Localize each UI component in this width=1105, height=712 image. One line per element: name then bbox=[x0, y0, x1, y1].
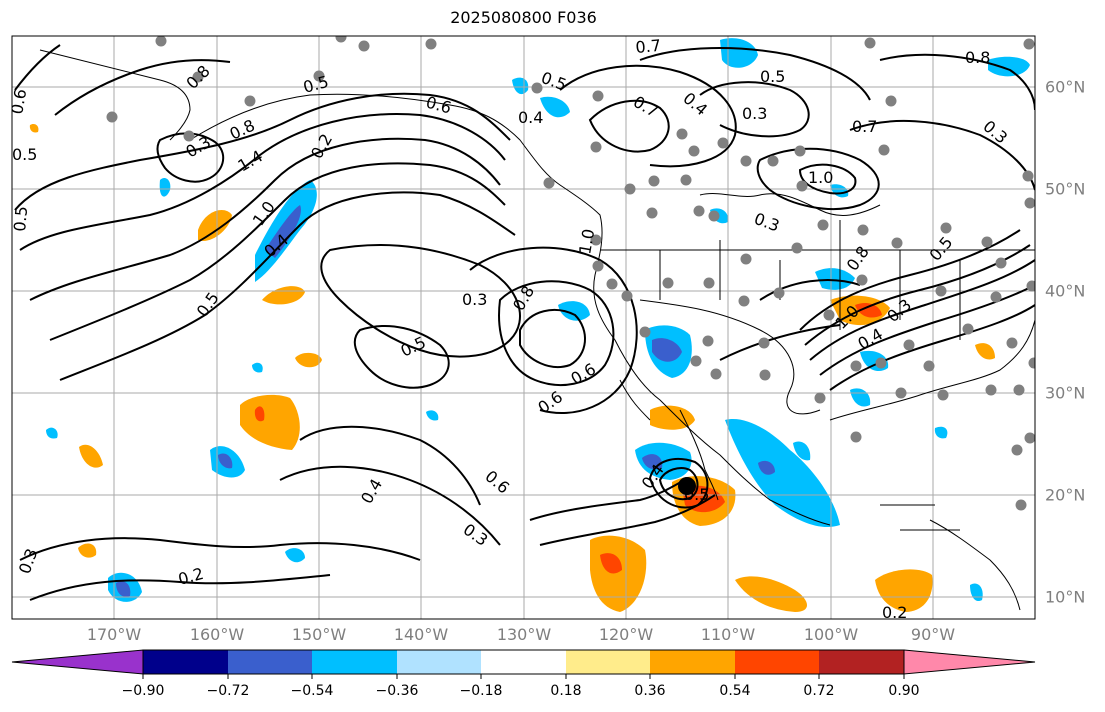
colorbar-segment bbox=[650, 650, 735, 674]
contour-label: 0.8 bbox=[509, 282, 538, 314]
colorbar-extend-high bbox=[903, 649, 1036, 675]
contour-label: 0.2 bbox=[307, 130, 336, 162]
colorbar-tick-label: 0.18 bbox=[550, 683, 582, 699]
storm-center-marker bbox=[678, 477, 696, 495]
contour-label: 0.8 bbox=[843, 243, 873, 275]
contour-label: 0.4 bbox=[679, 89, 711, 120]
lon-label: 120°W bbox=[598, 625, 654, 644]
contour-label: 0.5 bbox=[12, 145, 37, 164]
contour-label: 0.3 bbox=[742, 104, 767, 123]
colorbar-tick-label: −0.18 bbox=[459, 683, 503, 699]
contour-label: 0.8 bbox=[965, 48, 990, 67]
contour-label: 0.7 bbox=[852, 117, 877, 136]
colorbar-segment bbox=[819, 650, 904, 674]
colorbar-segment bbox=[481, 650, 566, 674]
station-markers bbox=[106, 36, 1035, 511]
colorbar-tick-label: 0.72 bbox=[803, 683, 835, 699]
colorbar-segment bbox=[228, 650, 312, 674]
contour-label: 1.0 bbox=[575, 227, 598, 255]
contour-label: 0.5 bbox=[398, 333, 429, 361]
contour-label: 0.5 bbox=[539, 68, 569, 95]
colorbar-segment bbox=[566, 650, 650, 674]
contour-label: 0.3 bbox=[15, 546, 42, 576]
colorbar-tick-label: −0.36 bbox=[375, 683, 419, 699]
contour-label: 0.8 bbox=[182, 61, 213, 92]
contour-label: 0.6 bbox=[481, 467, 513, 498]
colorbar-tick-label: −0.90 bbox=[121, 683, 165, 699]
colorbar-segment bbox=[397, 650, 481, 674]
contour-label: 0.8 bbox=[227, 116, 258, 144]
contour-label: 0.7 bbox=[635, 36, 662, 57]
colorbar-segment bbox=[143, 650, 228, 674]
colorbar-extend-low bbox=[11, 649, 144, 675]
lon-label: 160°W bbox=[189, 625, 245, 644]
gridlines bbox=[12, 36, 1035, 619]
lon-label: 90°W bbox=[910, 625, 956, 644]
colorbar-tick-label: −0.72 bbox=[206, 683, 250, 699]
lat-label: 10°N bbox=[1045, 587, 1086, 607]
contour-label: 0.5 bbox=[10, 205, 31, 232]
contour-label: 0.7 bbox=[630, 92, 662, 121]
lon-label: 140°W bbox=[393, 625, 449, 644]
contour-label: 0.4 bbox=[357, 475, 386, 507]
colorbar bbox=[11, 649, 1036, 679]
contour-label: 0.3 bbox=[752, 209, 782, 236]
contour-label: 0.3 bbox=[462, 290, 487, 309]
contour-label: 0.2 bbox=[882, 603, 907, 622]
lat-label: 40°N bbox=[1045, 281, 1086, 301]
lon-label: 150°W bbox=[291, 625, 347, 644]
lon-label: 110°W bbox=[700, 625, 756, 644]
contour-label: 0.5 bbox=[760, 67, 785, 86]
coastlines bbox=[39, 49, 1035, 611]
contour-label: 0.2 bbox=[176, 564, 206, 589]
contour-label: 0.5 bbox=[301, 72, 331, 97]
lon-label: 130°W bbox=[496, 625, 552, 644]
contour-label: 1.0 bbox=[808, 168, 833, 187]
colorbar-segment bbox=[735, 650, 819, 674]
contour-label: 0.3 bbox=[460, 520, 492, 550]
lat-label: 50°N bbox=[1045, 179, 1086, 199]
contour-label: 0.6 bbox=[424, 93, 454, 118]
contour-label: 0.4 bbox=[518, 108, 543, 127]
contour-label: 0.6 bbox=[7, 87, 30, 115]
colorbar-tick-label: 0.54 bbox=[719, 683, 751, 699]
colorbar-segment bbox=[312, 650, 397, 674]
lat-label: 20°N bbox=[1045, 485, 1086, 505]
contour-label: 0.3 bbox=[979, 117, 1011, 148]
map-frame bbox=[11, 35, 1036, 620]
contour-label: 0.5 bbox=[193, 289, 223, 321]
contour-lines bbox=[14, 44, 1035, 601]
lon-label: 170°W bbox=[86, 625, 142, 644]
contour-label: 0.5 bbox=[926, 233, 957, 265]
colorbar-tick-label: 0.36 bbox=[634, 683, 666, 699]
map-title: 2025080800 F036 bbox=[450, 8, 597, 27]
colorbar-tick-label: 0.90 bbox=[888, 683, 920, 699]
lon-label: 100°W bbox=[803, 625, 859, 644]
colorbar-tick-label: −0.54 bbox=[290, 683, 334, 699]
lat-label: 30°N bbox=[1045, 383, 1086, 403]
lat-label: 60°N bbox=[1045, 77, 1086, 97]
